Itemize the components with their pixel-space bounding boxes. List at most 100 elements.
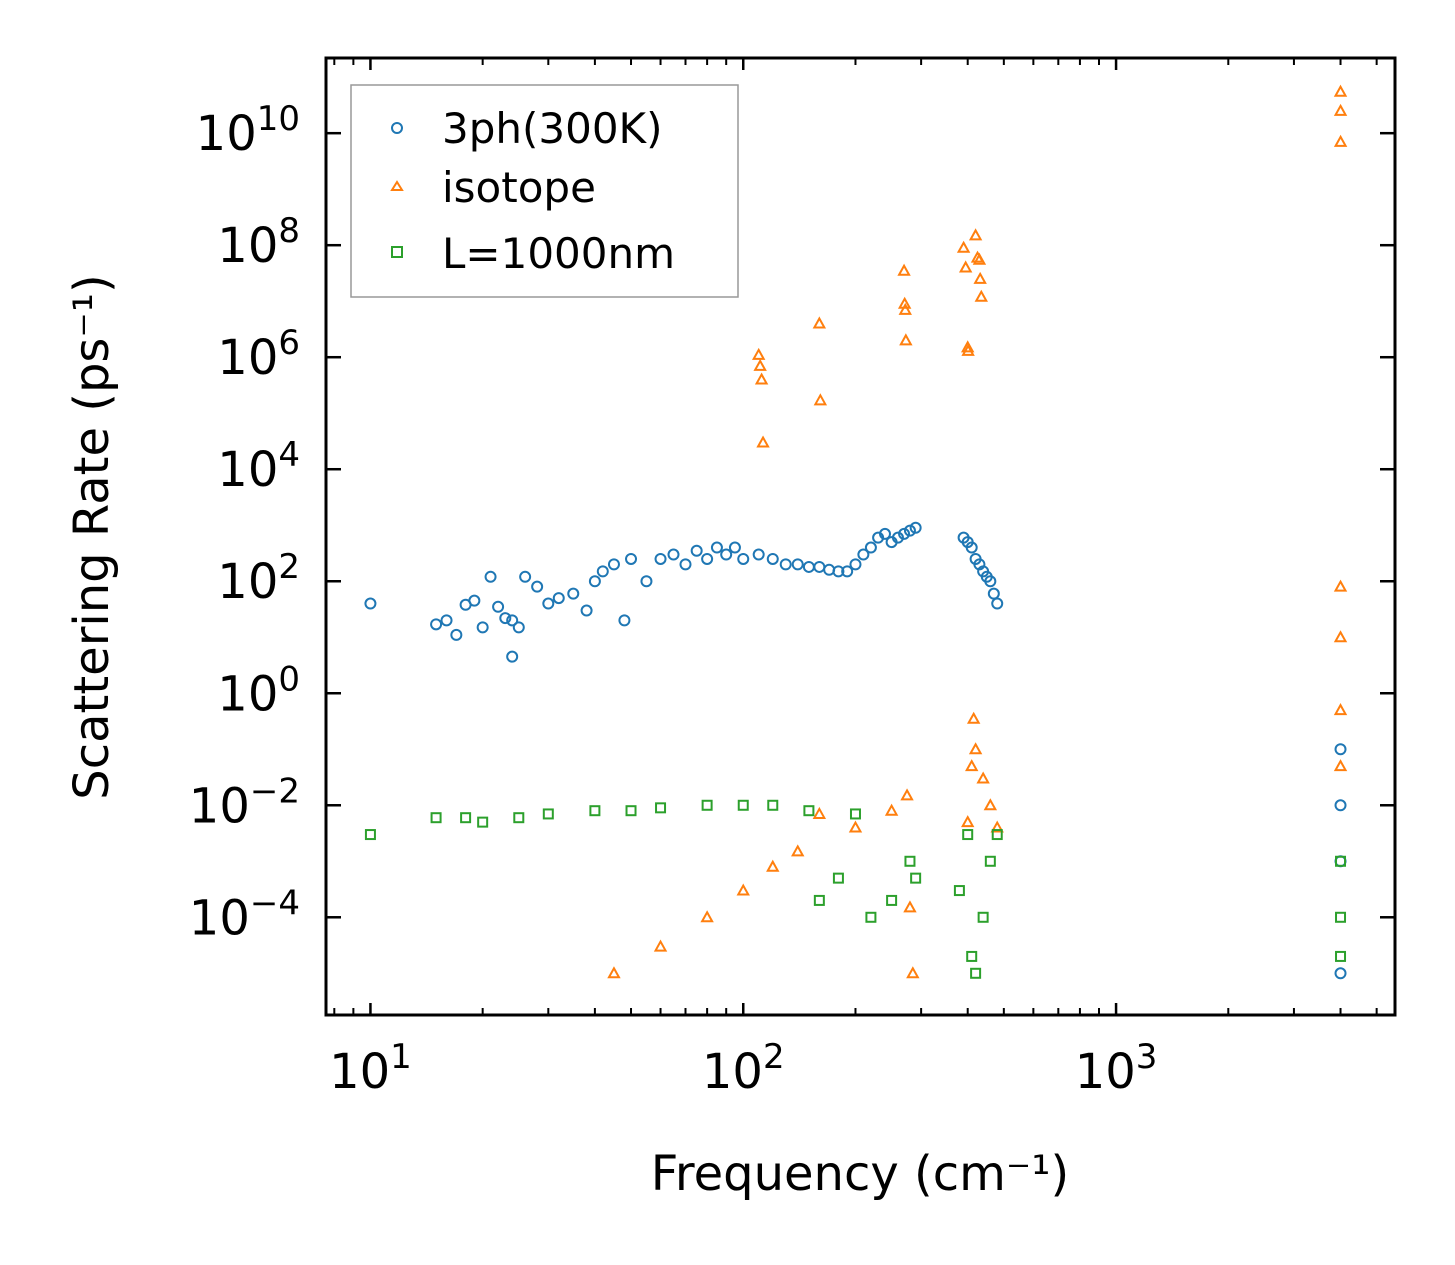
data-point bbox=[891, 531, 904, 544]
data-point bbox=[900, 788, 914, 801]
tick-label: 103 bbox=[1075, 1037, 1158, 1100]
data-point bbox=[983, 798, 998, 811]
data-point bbox=[512, 621, 525, 634]
data-point bbox=[878, 527, 891, 540]
tick-label: 102 bbox=[702, 1037, 785, 1100]
data-point bbox=[701, 799, 713, 811]
data-point bbox=[1333, 84, 1348, 97]
y-axis-title: Scattering Rate (ps⁻¹) bbox=[64, 274, 120, 800]
data-point bbox=[977, 911, 989, 923]
data-point bbox=[953, 885, 965, 897]
legend-marker-l1000 bbox=[391, 246, 403, 258]
data-point bbox=[961, 815, 975, 828]
data-point bbox=[737, 799, 749, 811]
data-point bbox=[897, 263, 911, 276]
data-point bbox=[567, 587, 580, 600]
data-point bbox=[364, 597, 377, 610]
data-point bbox=[968, 742, 983, 755]
data-point bbox=[966, 950, 978, 962]
data-point bbox=[906, 966, 920, 979]
data-point bbox=[910, 872, 922, 884]
data-point bbox=[864, 541, 877, 554]
data-point bbox=[832, 565, 845, 578]
data-point bbox=[813, 894, 825, 906]
data-point bbox=[460, 812, 472, 824]
data-point bbox=[751, 347, 766, 360]
data-point bbox=[1335, 950, 1347, 962]
tick-label: 100 bbox=[217, 659, 300, 722]
data-point bbox=[970, 967, 982, 979]
data-point bbox=[972, 252, 987, 265]
series-1 bbox=[607, 84, 1348, 979]
data-point bbox=[791, 558, 804, 571]
tick-label: 108 bbox=[217, 211, 300, 274]
data-point bbox=[700, 910, 714, 923]
data-point bbox=[766, 859, 780, 872]
data-point bbox=[1333, 134, 1348, 147]
data-point bbox=[430, 618, 443, 631]
data-point bbox=[728, 541, 741, 554]
data-point bbox=[841, 565, 854, 578]
tick-label: 10−2 bbox=[189, 771, 300, 834]
data-point bbox=[596, 565, 609, 578]
plot-frame bbox=[324, 56, 1397, 1017]
data-point bbox=[1333, 759, 1348, 772]
data-point bbox=[966, 711, 981, 724]
legend-label-isotope: isotope bbox=[442, 163, 596, 212]
data-point bbox=[440, 614, 453, 627]
data-point bbox=[968, 228, 983, 241]
legend-label-3ph: 3ph(300K) bbox=[442, 104, 662, 153]
data-point bbox=[752, 548, 765, 561]
data-point bbox=[849, 558, 862, 571]
data-point bbox=[618, 614, 631, 627]
data-point bbox=[961, 340, 975, 353]
data-point bbox=[812, 316, 827, 329]
data-point bbox=[667, 548, 680, 561]
series-0 bbox=[364, 521, 1347, 980]
data-point bbox=[364, 829, 376, 841]
legend-marker-3ph bbox=[391, 122, 403, 134]
data-point bbox=[803, 805, 815, 817]
tick-label: 106 bbox=[217, 323, 300, 386]
series-2 bbox=[364, 799, 1347, 979]
data-point bbox=[690, 544, 703, 557]
legend-box bbox=[350, 84, 739, 298]
data-point bbox=[1333, 103, 1348, 116]
data-point bbox=[791, 844, 805, 857]
data-point bbox=[849, 808, 861, 820]
data-point bbox=[1333, 703, 1348, 716]
data-point bbox=[506, 650, 519, 663]
data-point bbox=[1334, 967, 1347, 980]
data-point bbox=[519, 570, 532, 583]
x-axis-title: Frequency (cm⁻¹) bbox=[651, 1146, 1069, 1202]
data-point bbox=[899, 333, 913, 346]
legend: 3ph(300K) isotope L=1000nm bbox=[350, 84, 739, 298]
data-point bbox=[580, 604, 593, 617]
data-point bbox=[802, 560, 815, 573]
data-point bbox=[1333, 630, 1348, 643]
data-point bbox=[542, 597, 555, 610]
data-point bbox=[499, 612, 512, 625]
data-point bbox=[813, 560, 826, 573]
data-point bbox=[903, 900, 917, 913]
data-point bbox=[430, 812, 442, 824]
data-point bbox=[654, 552, 667, 565]
data-point bbox=[857, 548, 870, 561]
data-point bbox=[956, 240, 971, 253]
data-point bbox=[987, 587, 1000, 600]
data-point bbox=[477, 816, 489, 828]
data-point bbox=[884, 803, 899, 816]
data-point bbox=[779, 558, 792, 571]
data-point bbox=[958, 260, 973, 273]
data-point bbox=[589, 805, 601, 817]
tick-label: 10−4 bbox=[189, 883, 300, 946]
tick-label: 1010 bbox=[196, 99, 300, 162]
data-point bbox=[492, 600, 505, 613]
data-point bbox=[812, 806, 827, 819]
tick-label: 101 bbox=[329, 1037, 412, 1100]
data-point bbox=[588, 575, 601, 588]
data-point bbox=[898, 302, 912, 315]
data-point bbox=[736, 883, 750, 896]
data-point bbox=[653, 939, 668, 952]
